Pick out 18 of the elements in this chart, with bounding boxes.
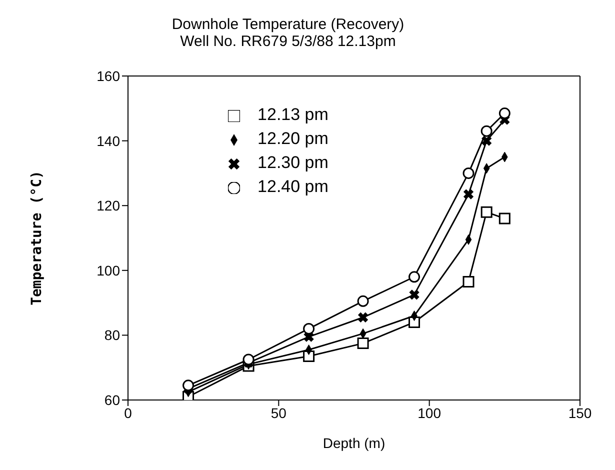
legend-label: 12.13 pm	[258, 105, 328, 124]
legend-label: 12.40 pm	[258, 177, 328, 196]
x-tick-label: 0	[124, 404, 132, 421]
chart-title: Downhole Temperature (Recovery)	[170, 16, 406, 33]
x-axis-title: Depth (m)	[322, 435, 386, 451]
y-tick-label: 60	[104, 392, 120, 408]
y-tick-label: 120	[96, 198, 120, 214]
y-tick-label: 140	[96, 132, 120, 149]
chart-subtitle: Well No. RR679 5/3/88 12.13pm	[179, 33, 397, 50]
y-tick-label: 100	[96, 262, 120, 278]
y-axis-title: Temperature (°C)	[28, 170, 45, 306]
x-tick-label: 50	[270, 404, 287, 421]
x-tick-label: 150	[568, 404, 592, 421]
x-tick-label: 100	[418, 404, 442, 421]
legend-label: 12.30 pm	[258, 153, 328, 172]
legend-label: 12.20 pm	[258, 129, 328, 148]
y-tick-label: 80	[104, 327, 120, 344]
y-tick-label: 160	[96, 68, 120, 84]
